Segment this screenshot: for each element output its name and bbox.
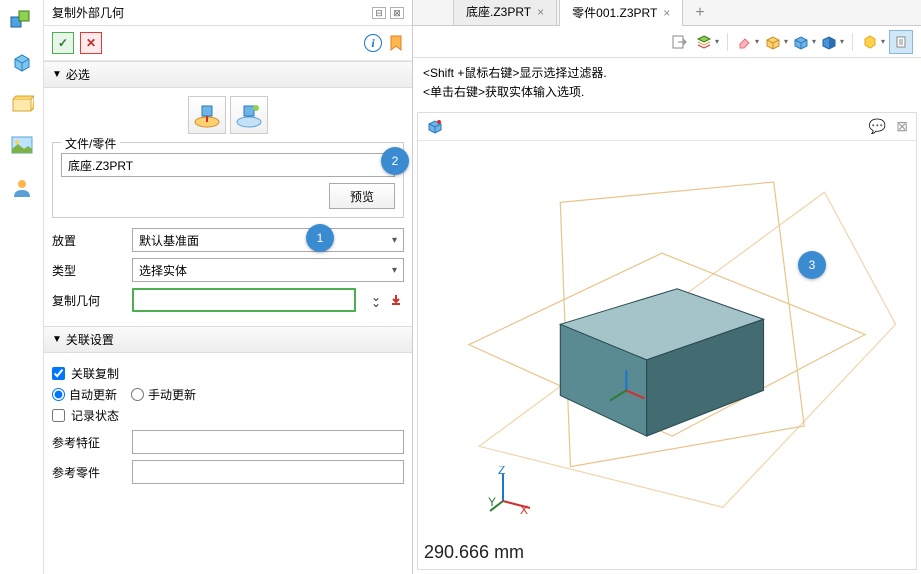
type-row: 类型 选择实体 (52, 258, 404, 282)
hint-line-2: <单击右键>获取实体输入选项. (423, 83, 911, 102)
mode-icon-1[interactable] (188, 96, 226, 134)
type-value: 选择实体 (139, 262, 187, 279)
copygeom-input[interactable] (132, 288, 356, 312)
auto-update-radio[interactable]: 自动更新 (52, 386, 117, 403)
ref-feature-input[interactable] (132, 430, 404, 454)
placement-row: 放置 默认基准面 1 (52, 228, 404, 252)
svg-text:X: X (520, 503, 528, 516)
vt-icon-hex[interactable] (861, 30, 885, 54)
toolbar-icon-user[interactable] (8, 174, 36, 202)
property-panel: 复制外部几何 ⊟ ⊠ ✓ ✕ i ▼ 必选 (44, 0, 412, 574)
collapse-arrow-icon: ▼ (52, 334, 62, 345)
ref-part-input[interactable] (132, 460, 404, 484)
section-required-label: 必选 (66, 66, 90, 83)
type-dropdown[interactable]: 选择实体 (132, 258, 404, 282)
axis-indicator: Z X Y (488, 466, 538, 519)
section-assoc-label: 关联设置 (66, 331, 114, 348)
vt-icon-cube-gradient[interactable] (820, 30, 844, 54)
badge-1: 1 (306, 224, 334, 252)
tab-part001[interactable]: 零件001.Z3PRT × (559, 0, 683, 26)
measurement-readout: 290.666 mm (424, 542, 524, 563)
mode-icon-2[interactable] (230, 96, 268, 134)
copygeom-row: 复制几何 ⌄⌄ (52, 288, 404, 312)
section-required-body: 文件/零件 底座.Z3PRT 2 预览 放置 默认基准面 (44, 88, 412, 326)
viewport-toolbar (413, 26, 921, 58)
record-state-label: 记录状态 (71, 407, 119, 424)
bookmark-icon[interactable] (388, 34, 404, 52)
ref-part-label: 参考零件 (52, 464, 124, 481)
new-tab-button[interactable]: + (685, 1, 714, 25)
file-dropdown[interactable]: 底座.Z3PRT (61, 153, 395, 177)
vt-icon-cube-blue[interactable] (792, 30, 816, 54)
document-tabs: 底座.Z3PRT × 零件001.Z3PRT × + (413, 0, 921, 26)
pin-button[interactable]: ⊟ (372, 7, 386, 19)
right-panel: 底座.Z3PRT × 零件001.Z3PRT × + <Shift +鼠标右键>… (412, 0, 921, 574)
placement-value: 默认基准面 (139, 232, 199, 249)
ref-feature-label: 参考特征 (52, 434, 124, 451)
hint-line-1: <Shift +鼠标右键>显示选择过滤器. (423, 64, 911, 83)
ref-part-row: 参考零件 (52, 460, 404, 484)
collapse-arrow-icon: ▼ (52, 69, 62, 80)
info-icon[interactable]: i (364, 34, 382, 52)
expand-icon[interactable]: ⌄⌄ (368, 292, 384, 308)
svg-text:Z: Z (498, 466, 505, 477)
download-icon[interactable] (388, 292, 404, 308)
vt-icon-layers[interactable] (695, 30, 719, 54)
cancel-button[interactable]: ✕ (80, 32, 102, 54)
ref-feature-row: 参考特征 (52, 430, 404, 454)
viewport[interactable]: 💬 ⊠ 3 (417, 112, 917, 570)
panel-title-text: 复制外部几何 (52, 4, 124, 21)
manual-update-radio[interactable]: 手动更新 (131, 386, 196, 403)
viewport-max-icon[interactable]: ⊠ (896, 118, 908, 135)
panel-title-bar: 复制外部几何 ⊟ ⊠ (44, 0, 412, 26)
vt-icon-exit[interactable] (667, 30, 691, 54)
file-group: 文件/零件 底座.Z3PRT 2 预览 (52, 142, 404, 218)
type-label: 类型 (52, 262, 124, 279)
ok-button[interactable]: ✓ (52, 32, 74, 54)
viewport-cube-icon[interactable] (426, 117, 446, 137)
section-required-header[interactable]: ▼ 必选 (44, 61, 412, 88)
hint-area: <Shift +鼠标右键>显示选择过滤器. <单击右键>获取实体输入选项. (413, 58, 921, 108)
viewport-comment-icon[interactable]: 💬 (869, 118, 886, 135)
close-panel-button[interactable]: ⊠ (390, 7, 404, 19)
preview-button[interactable]: 预览 (329, 183, 395, 209)
tab-close-icon[interactable]: × (663, 6, 670, 20)
tab-base[interactable]: 底座.Z3PRT × (453, 0, 557, 25)
toolbar-icon-image[interactable] (8, 132, 36, 160)
tab-base-label: 底座.Z3PRT (466, 3, 531, 20)
section-assoc-body: 关联复制 自动更新 手动更新 记录状态 参考特征 参考零件 (44, 353, 412, 498)
placement-label: 放置 (52, 232, 124, 249)
vt-icon-shaded[interactable] (764, 30, 788, 54)
action-bar: ✓ ✕ i (44, 26, 412, 61)
assoc-copy-label: 关联复制 (71, 365, 119, 382)
file-group-legend: 文件/零件 (61, 135, 120, 152)
toolbar-icon-assembly[interactable] (8, 6, 36, 34)
file-dropdown-value: 底座.Z3PRT (68, 157, 133, 174)
placement-dropdown[interactable]: 默认基准面 (132, 228, 404, 252)
tab-part001-label: 零件001.Z3PRT (572, 4, 657, 21)
3d-scene[interactable]: 3 Z X Y 290.666 mm (418, 141, 916, 569)
vt-icon-eraser[interactable] (736, 30, 760, 54)
left-toolbar (0, 0, 44, 574)
copygeom-label: 复制几何 (52, 292, 124, 309)
assoc-copy-checkbox[interactable] (52, 367, 65, 380)
tab-close-icon[interactable]: × (537, 5, 544, 19)
toolbar-icon-cube[interactable] (8, 48, 36, 76)
vt-icon-doc[interactable] (889, 30, 913, 54)
record-state-checkbox[interactable] (52, 409, 65, 422)
badge-2: 2 (381, 147, 409, 175)
viewport-header: 💬 ⊠ (418, 113, 916, 141)
section-assoc-header[interactable]: ▼ 关联设置 (44, 326, 412, 353)
svg-text:Y: Y (488, 495, 496, 509)
toolbar-icon-box[interactable] (8, 90, 36, 118)
